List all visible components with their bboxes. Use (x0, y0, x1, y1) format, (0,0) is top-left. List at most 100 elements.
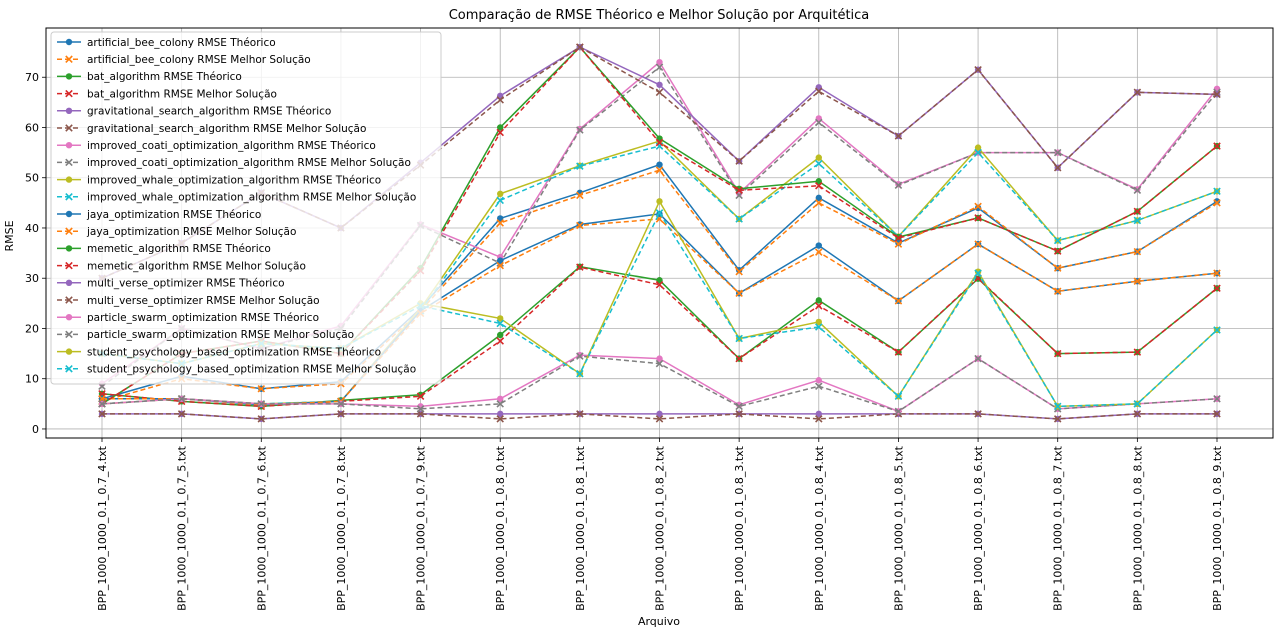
data-point (65, 296, 73, 304)
data-point (496, 337, 504, 345)
data-point (656, 410, 663, 418)
data-point (815, 410, 822, 418)
data-point (815, 87, 823, 96)
series-3 (98, 263, 1221, 411)
data-point (655, 63, 664, 71)
data-point (496, 261, 504, 270)
data-point (1213, 326, 1221, 334)
data-point (815, 178, 822, 185)
data-point (65, 142, 73, 149)
data-point (1133, 216, 1142, 225)
data-point (98, 400, 106, 408)
x-tick-label: BPP_1000_1000_0.1_0.8_0.txt (494, 445, 507, 611)
data-point (974, 268, 982, 275)
data-point (735, 401, 743, 409)
data-point (496, 400, 504, 408)
legend-label: student_psychology_based_optimization RM… (87, 364, 416, 376)
y-tick-label: 60 (25, 121, 39, 134)
data-point (894, 181, 903, 190)
data-point (1213, 142, 1221, 150)
legend-label: particle_swarm_optimization RMSE Melhor … (87, 329, 354, 341)
legend-item: bat_algorithm RMSE Melhor Solução (57, 88, 277, 100)
legend-label: improved_coati_optimization_algorithm RM… (87, 140, 376, 152)
data-point (815, 297, 822, 304)
legend-item: memetic_algorithm RMSE Melhor Solução (57, 260, 306, 272)
data-point (1053, 148, 1062, 157)
legend-label: improved_coati_optimization_algorithm RM… (87, 157, 411, 169)
chart-title: Comparação de RMSE Théorico e Melhor Sol… (449, 8, 870, 23)
data-point (257, 415, 266, 423)
data-point (815, 377, 822, 384)
data-point (815, 194, 822, 202)
data-point (815, 199, 823, 207)
data-point (98, 410, 106, 418)
data-point (815, 415, 823, 423)
x-axis-label: Arquivo (638, 615, 680, 628)
data-point (1213, 198, 1221, 205)
series-line (101, 211, 1218, 408)
data-point (65, 348, 73, 355)
legend: artificial_bee_colony RMSE Théorico artif… (50, 31, 442, 385)
data-point (416, 405, 425, 413)
y-tick-label: 50 (25, 172, 39, 185)
data-point (497, 124, 504, 131)
data-point (177, 410, 186, 418)
data-point (1213, 90, 1221, 99)
data-point (974, 65, 982, 74)
data-point (337, 400, 345, 408)
legend-item: artificial_bee_colony RMSE Melhor Soluçã… (57, 54, 311, 66)
x-tick-label: BPP_1000_1000_0.1_0.7_9.txt (415, 445, 428, 611)
x-tick-label: BPP_1000_1000_0.1_0.7_4.txt (96, 445, 109, 611)
data-point (656, 355, 663, 362)
data-point (177, 395, 186, 403)
legend-label: artificial_bee_colony RMSE Melhor Soluçã… (87, 54, 311, 66)
x-axis: BPP_1000_1000_0.1_0.7_4.txt BPP_1000_1000… (96, 438, 1224, 611)
data-point (655, 359, 664, 368)
x-tick-label: BPP_1000_1000_0.1_0.8_3.txt (733, 445, 746, 611)
data-point (974, 204, 982, 212)
x-tick-label: BPP_1000_1000_0.1_0.8_9.txt (1211, 445, 1224, 611)
data-point (1053, 287, 1062, 296)
data-point (257, 384, 266, 393)
y-tick-label: 40 (25, 222, 39, 235)
data-point (576, 43, 584, 51)
legend-item: improved_whale_optimization_algorithm RM… (57, 174, 381, 186)
data-point (894, 392, 903, 401)
legend-label: multi_verse_optimizer RMSE Melhor Soluçã… (87, 295, 320, 307)
series-line (102, 413, 1217, 420)
data-point (576, 221, 584, 230)
data-point (735, 186, 743, 195)
data-point (1053, 163, 1062, 172)
data-point (815, 248, 823, 256)
data-point (815, 242, 822, 249)
data-point (497, 190, 504, 198)
data-point (576, 263, 584, 271)
data-point (1133, 207, 1142, 216)
series-line (101, 169, 1218, 403)
data-point (1213, 187, 1221, 196)
data-point (496, 96, 504, 104)
data-point (65, 365, 73, 373)
data-point (65, 245, 73, 252)
data-point (974, 144, 982, 151)
legend-item: bat_algorithm RMSE Théorico (57, 71, 242, 83)
data-point (735, 157, 743, 165)
legend-item: jaya_optimization RMSE Théorico (57, 209, 261, 221)
data-point (576, 352, 584, 360)
data-point (576, 369, 584, 378)
data-point (1213, 199, 1221, 207)
legend-item: gravitational_search_algorithm RMSE Théo… (57, 106, 331, 118)
data-point (65, 73, 73, 80)
data-point (735, 410, 743, 418)
legend-label: improved_whale_optimization_algorithm RM… (87, 192, 416, 204)
y-tick-label: 20 (25, 322, 39, 335)
data-point (65, 330, 73, 339)
legend-item: particle_swarm_optimization RMSE Théoric… (57, 312, 319, 324)
legend-label: multi_verse_optimizer RMSE Théorico (87, 278, 285, 290)
y-tick-label: 0 (32, 423, 39, 436)
data-point (576, 126, 584, 134)
data-point (974, 202, 982, 211)
data-point (65, 124, 73, 132)
legend-label: bat_algorithm RMSE Melhor Solução (87, 88, 277, 100)
data-point (337, 410, 345, 418)
